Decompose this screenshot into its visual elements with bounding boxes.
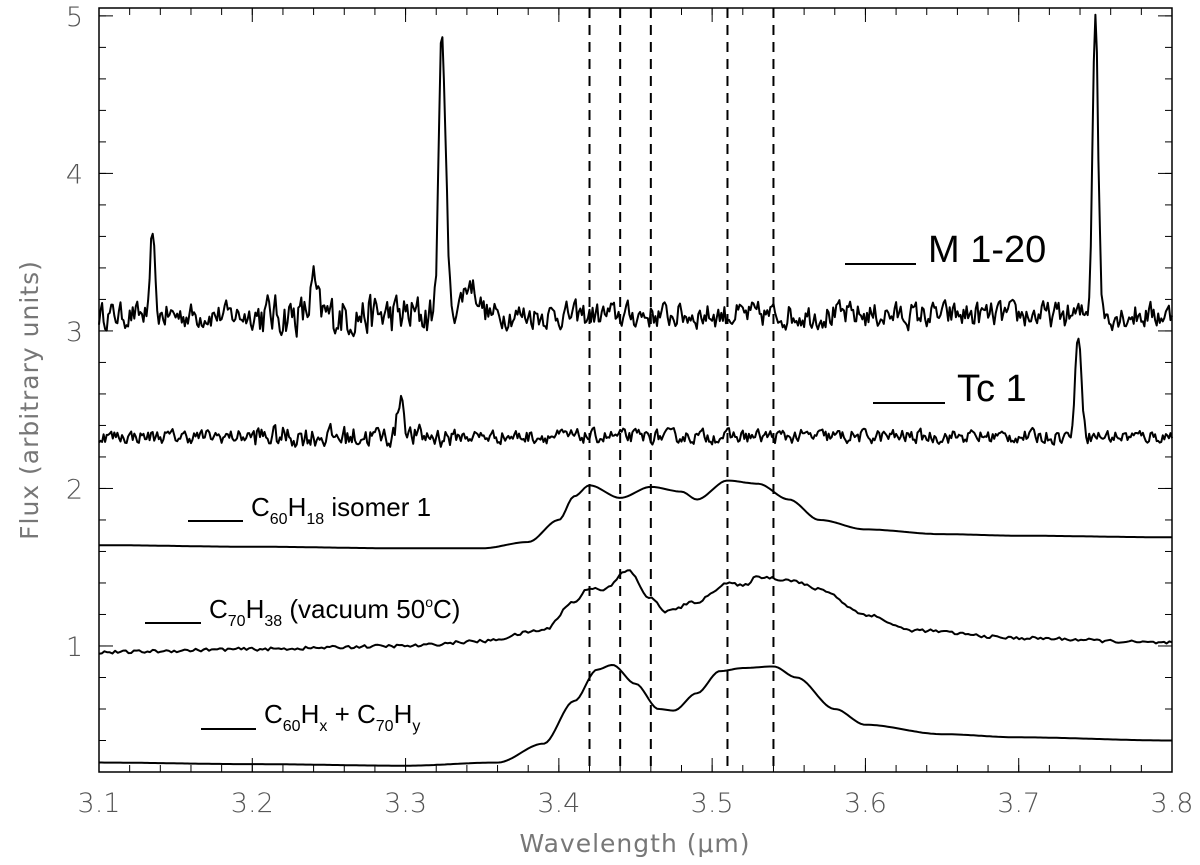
- label-c60h18-text: C60H18 isomer 1: [251, 492, 431, 528]
- x-tick-label: 3.5: [691, 788, 734, 819]
- x-tick-label: 3.7: [997, 788, 1040, 819]
- label-tc1: Tc 1: [873, 368, 1027, 410]
- y-tick-label: 2: [66, 474, 83, 505]
- reference-dashed-lines: [588, 8, 775, 772]
- series-line-c60c70: [99, 664, 1172, 767]
- series-line-m120: [98, 13, 1173, 338]
- x-tick-label: 3.3: [384, 788, 427, 819]
- y-tick-label: 4: [66, 159, 83, 190]
- series-lines: [98, 13, 1173, 767]
- label-m120-text: M 1-20: [928, 229, 1046, 271]
- tick-labels: 3.1 3.2 3.3 3.4 3.5 3.6 3.7 3.8 1 2 3 4 5: [66, 2, 1194, 819]
- axis-ticks: [98, 8, 1173, 773]
- series-line-c60h18: [99, 479, 1172, 550]
- x-tick-label: 3.1: [78, 788, 121, 819]
- label-m120: M 1-20: [845, 229, 1046, 271]
- series-line-tc1: [98, 337, 1173, 448]
- x-tick-label: 3.4: [537, 788, 580, 819]
- y-tick-label: 1: [66, 632, 83, 663]
- y-tick-label: 5: [66, 2, 83, 33]
- x-tick-label: 3.2: [231, 788, 274, 819]
- label-tc1-text: Tc 1: [957, 368, 1027, 410]
- label-c60c70-text: C60Hx + C70Hy: [264, 699, 420, 735]
- x-tick-label: 3.6: [844, 788, 887, 819]
- label-c60h18: C60H18 isomer 1: [188, 492, 431, 528]
- series-line-c70h38: [98, 569, 1173, 655]
- label-c60c70: C60Hx + C70Hy: [201, 699, 420, 735]
- x-tick-label: 3.8: [1151, 788, 1194, 819]
- y-axis-title: Flux (arbitrary units): [15, 260, 44, 540]
- plot-frame: [98, 7, 1173, 773]
- y-tick-label: 3: [66, 317, 83, 348]
- label-c70h38-text: C70H38 (vacuum 50oC): [209, 594, 460, 630]
- x-axis-title: Wavelength (μm): [519, 829, 750, 858]
- label-c70h38: C70H38 (vacuum 50oC): [145, 594, 460, 630]
